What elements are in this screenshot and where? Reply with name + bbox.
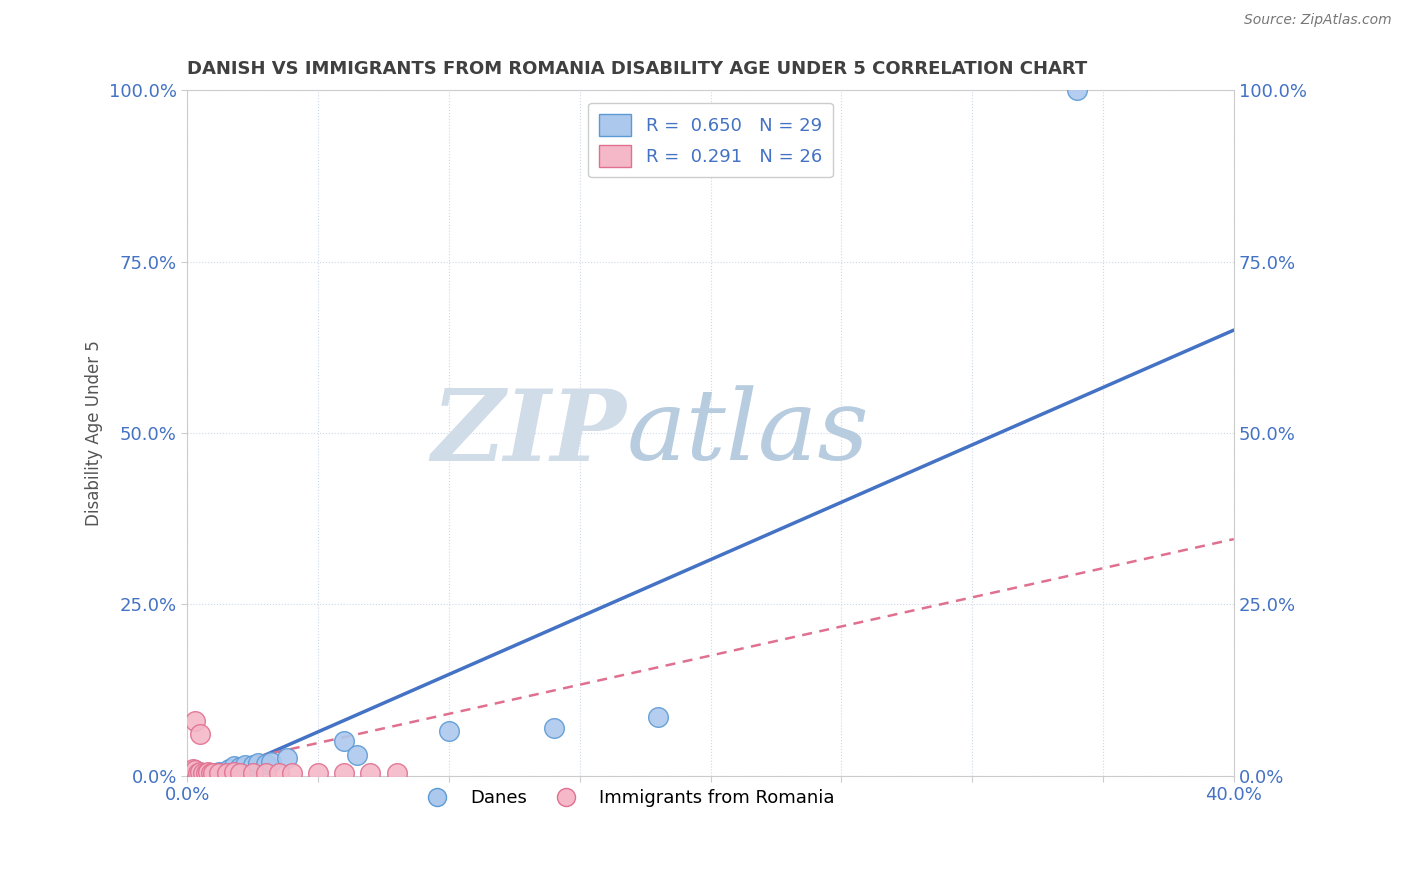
Point bbox=[242, 758, 264, 772]
Point bbox=[260, 755, 283, 769]
Point bbox=[179, 766, 201, 780]
Text: atlas: atlas bbox=[627, 385, 869, 481]
Point bbox=[385, 765, 408, 780]
Legend: Danes, Immigrants from Romania: Danes, Immigrants from Romania bbox=[412, 782, 842, 814]
Point bbox=[218, 762, 240, 776]
Point bbox=[228, 765, 250, 780]
Point bbox=[188, 765, 211, 780]
Point bbox=[254, 765, 277, 780]
Point bbox=[184, 765, 207, 780]
Point bbox=[437, 723, 460, 738]
Point bbox=[246, 756, 269, 771]
Y-axis label: Disability Age Under 5: Disability Age Under 5 bbox=[86, 340, 103, 525]
Point bbox=[208, 765, 231, 780]
Point bbox=[184, 763, 207, 777]
Point bbox=[188, 765, 211, 780]
Point bbox=[346, 747, 368, 762]
Point bbox=[215, 765, 238, 780]
Point bbox=[359, 765, 381, 780]
Point bbox=[179, 765, 201, 780]
Point bbox=[187, 766, 209, 780]
Point bbox=[215, 765, 238, 780]
Point bbox=[191, 765, 214, 780]
Point bbox=[179, 766, 201, 780]
Point bbox=[333, 765, 356, 780]
Point bbox=[197, 765, 219, 780]
Point bbox=[209, 765, 232, 780]
Point bbox=[307, 765, 329, 780]
Point bbox=[188, 727, 211, 741]
Text: DANISH VS IMMIGRANTS FROM ROMANIA DISABILITY AGE UNDER 5 CORRELATION CHART: DANISH VS IMMIGRANTS FROM ROMANIA DISABI… bbox=[187, 60, 1087, 78]
Point bbox=[202, 765, 225, 780]
Point bbox=[191, 766, 214, 780]
Point bbox=[224, 759, 246, 773]
Point bbox=[181, 765, 204, 780]
Point bbox=[181, 762, 204, 776]
Point bbox=[333, 734, 356, 748]
Point bbox=[224, 765, 246, 780]
Point bbox=[647, 710, 669, 724]
Point bbox=[254, 756, 277, 771]
Point bbox=[267, 765, 290, 780]
Text: Source: ZipAtlas.com: Source: ZipAtlas.com bbox=[1244, 13, 1392, 28]
Point bbox=[281, 765, 304, 780]
Point bbox=[543, 721, 565, 735]
Point bbox=[242, 765, 264, 780]
Point bbox=[194, 765, 217, 780]
Text: ZIP: ZIP bbox=[432, 384, 627, 481]
Point bbox=[200, 765, 222, 780]
Point bbox=[194, 766, 217, 780]
Point bbox=[233, 758, 256, 772]
Point bbox=[197, 765, 219, 780]
Point bbox=[208, 765, 231, 780]
Point bbox=[200, 766, 222, 780]
Point bbox=[276, 751, 298, 765]
Point bbox=[228, 760, 250, 774]
Point bbox=[184, 714, 207, 728]
Point bbox=[1066, 83, 1088, 97]
Point bbox=[187, 765, 209, 780]
Point bbox=[181, 766, 204, 780]
Point bbox=[181, 765, 204, 780]
Point bbox=[202, 766, 225, 780]
